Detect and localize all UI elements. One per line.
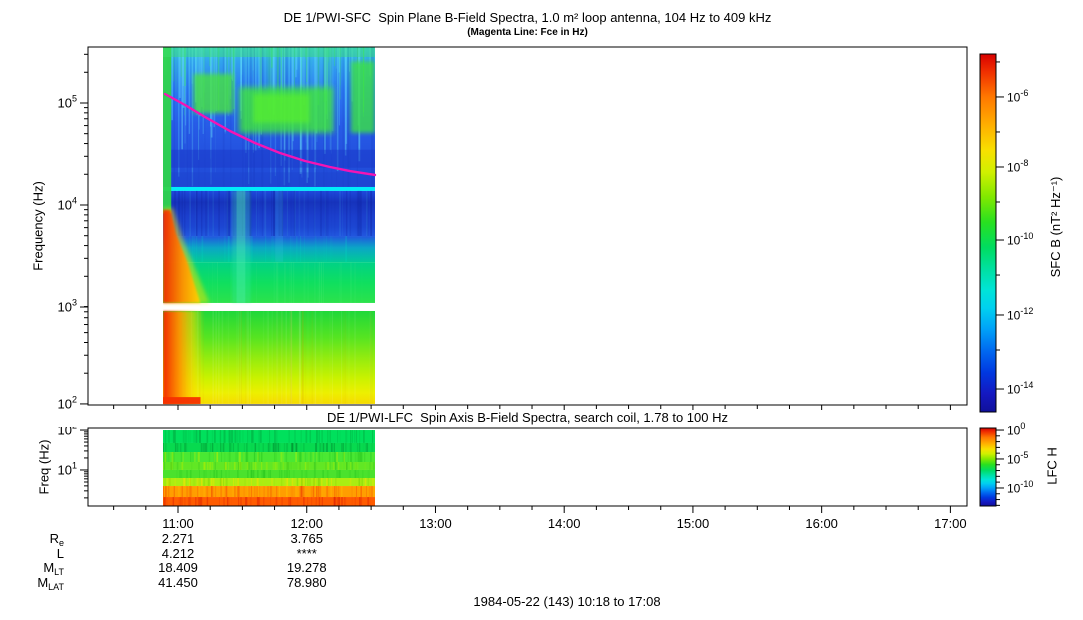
svg-text:10-8: 10-8 bbox=[1007, 158, 1028, 174]
lfc-panel-svg: 102 101 11:00 12:00 13:00 14:00 15:00 16:00 17:0… bbox=[58, 421, 968, 531]
sfc-panel-title: DE 1/PWI-SFC Spin Plane B-Field Spectra,… bbox=[283, 10, 772, 25]
time-axis-label: 15:00 bbox=[677, 516, 710, 531]
svg-text:101: 101 bbox=[58, 461, 77, 478]
fce-line bbox=[163, 92, 377, 177]
ephemeris-value: 78.980 bbox=[286, 575, 327, 590]
sfc-panel-svg: 105 104 103 102 bbox=[58, 46, 968, 412]
ephemeris-row-label-sub: LT bbox=[54, 567, 64, 577]
ephemeris-row-label: MLAT bbox=[37, 575, 64, 592]
sfc-colorbar-gradient bbox=[979, 53, 997, 413]
ephemeris-row-label: MLT bbox=[43, 560, 64, 577]
sfc-colorbar: 10-6 10-8 10-10 10-12 10-14 bbox=[979, 46, 1059, 425]
ephemeris-value: 4.212 bbox=[161, 546, 195, 561]
svg-text:102: 102 bbox=[58, 395, 77, 412]
ephemeris-row-label-sub: LAT bbox=[48, 582, 64, 592]
ephemeris-value: 41.450 bbox=[158, 575, 198, 590]
svg-text:10-10: 10-10 bbox=[1007, 231, 1033, 247]
lfc-spectrogram-panel: 102 101 11:00 12:00 13:00 14:00 15:00 16:00 17:0… bbox=[42, 421, 969, 542]
lfc-panel-title: DE 1/PWI-LFC Spin Axis B-Field Spectra, … bbox=[327, 410, 728, 425]
lfc-y-axis-label: Freq (Hz) bbox=[36, 439, 52, 495]
ephemeris-value: **** bbox=[296, 546, 317, 561]
lfc-panel-data-region bbox=[162, 430, 375, 506]
svg-text:10-6: 10-6 bbox=[1007, 88, 1028, 104]
ephemeris-row-label-sub: e bbox=[58, 538, 64, 548]
svg-text:100: 100 bbox=[1007, 421, 1025, 437]
time-axis-label: 11:00 bbox=[162, 516, 194, 531]
svg-text:102: 102 bbox=[58, 427, 77, 438]
lfc-colorbar-label: LFC H bbox=[1044, 447, 1060, 485]
lfc-colorbar-svg: 100 10-5 10-10 bbox=[979, 421, 1033, 507]
lfc-colorbar: 100 10-5 10-10 bbox=[979, 420, 1059, 519]
sfc-panel-data-region bbox=[162, 47, 375, 404]
svg-text:105: 105 bbox=[58, 94, 77, 111]
svg-text:103: 103 bbox=[58, 298, 77, 315]
svg-text:104: 104 bbox=[58, 196, 77, 213]
ephemeris-value: 18.409 bbox=[158, 560, 198, 575]
sfc-spectrogram-panel: 105 104 103 102 bbox=[42, 46, 969, 423]
sfc-colorbar-label: SFC B (nT² Hz⁻¹) bbox=[1048, 176, 1063, 278]
sfc-colorbar-svg: 10-6 10-8 10-10 10-12 10-14 bbox=[979, 53, 1033, 413]
time-axis-label: 16:00 bbox=[805, 516, 838, 531]
ephemeris-table: Re 2.271 3.765 L 4.212 **** MLT 18.409 19.278 MLA… bbox=[0, 532, 1083, 592]
ephemeris-row-label: Re bbox=[49, 531, 64, 548]
time-axis-label: 14:00 bbox=[548, 516, 581, 531]
lfc-colorbar-gradient bbox=[979, 427, 997, 507]
ephemeris-row-label: L bbox=[56, 546, 64, 561]
ephemeris-value: 2.271 bbox=[161, 531, 195, 546]
time-axis-label: 17:00 bbox=[934, 516, 967, 531]
footer-date-range: 1984-05-22 (143) 10:18 to 17:08 bbox=[473, 594, 661, 609]
ephemeris-value: 19.278 bbox=[286, 560, 327, 575]
time-axis-label: 12:00 bbox=[290, 516, 323, 531]
svg-text:10-14: 10-14 bbox=[1007, 380, 1033, 396]
svg-text:10-5: 10-5 bbox=[1007, 450, 1028, 466]
time-axis-label: 13:00 bbox=[419, 516, 452, 531]
svg-text:10-12: 10-12 bbox=[1007, 306, 1033, 322]
svg-text:10-10: 10-10 bbox=[1007, 479, 1033, 495]
sfc-y-axis-label: Frequency (Hz) bbox=[30, 181, 46, 271]
ephemeris-value: 3.765 bbox=[290, 531, 323, 546]
sfc-panel-subtitle: (Magenta Line: Fce in Hz) bbox=[467, 27, 588, 38]
